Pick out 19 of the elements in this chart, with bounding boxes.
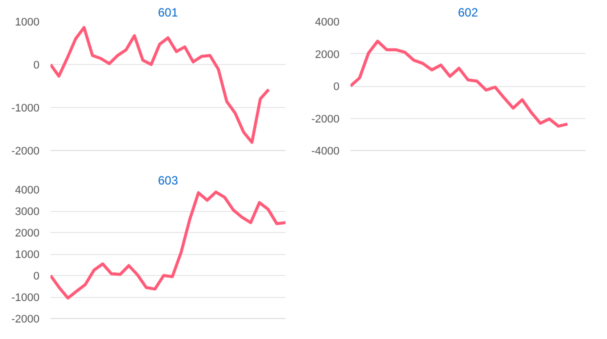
y-tick-label: 2000 [15,228,40,240]
y-tick-label: -2000 [311,113,340,126]
y-tick-label: 3000 [15,206,40,218]
chart-title: 601 [158,6,178,20]
y-tick-label: -4000 [311,146,340,158]
y-tick-label: 0 [33,60,40,72]
y-tick-label: 4000 [315,16,340,28]
chart-title: 602 [458,6,478,20]
y-tick-label: -2000 [11,314,40,326]
chart-title: 603 [158,174,178,188]
y-tick-label: -1000 [11,102,40,114]
y-tick-label: 0 [333,81,340,93]
y-tick-label: 0 [33,270,40,282]
y-tick-label: -1000 [11,292,40,304]
y-tick-label: 1000 [15,16,40,28]
y-tick-label: -2000 [11,146,40,158]
y-tick-label: 1000 [15,249,40,261]
y-tick-label: 2000 [315,48,340,61]
y-tick-label: 4000 [15,184,40,196]
